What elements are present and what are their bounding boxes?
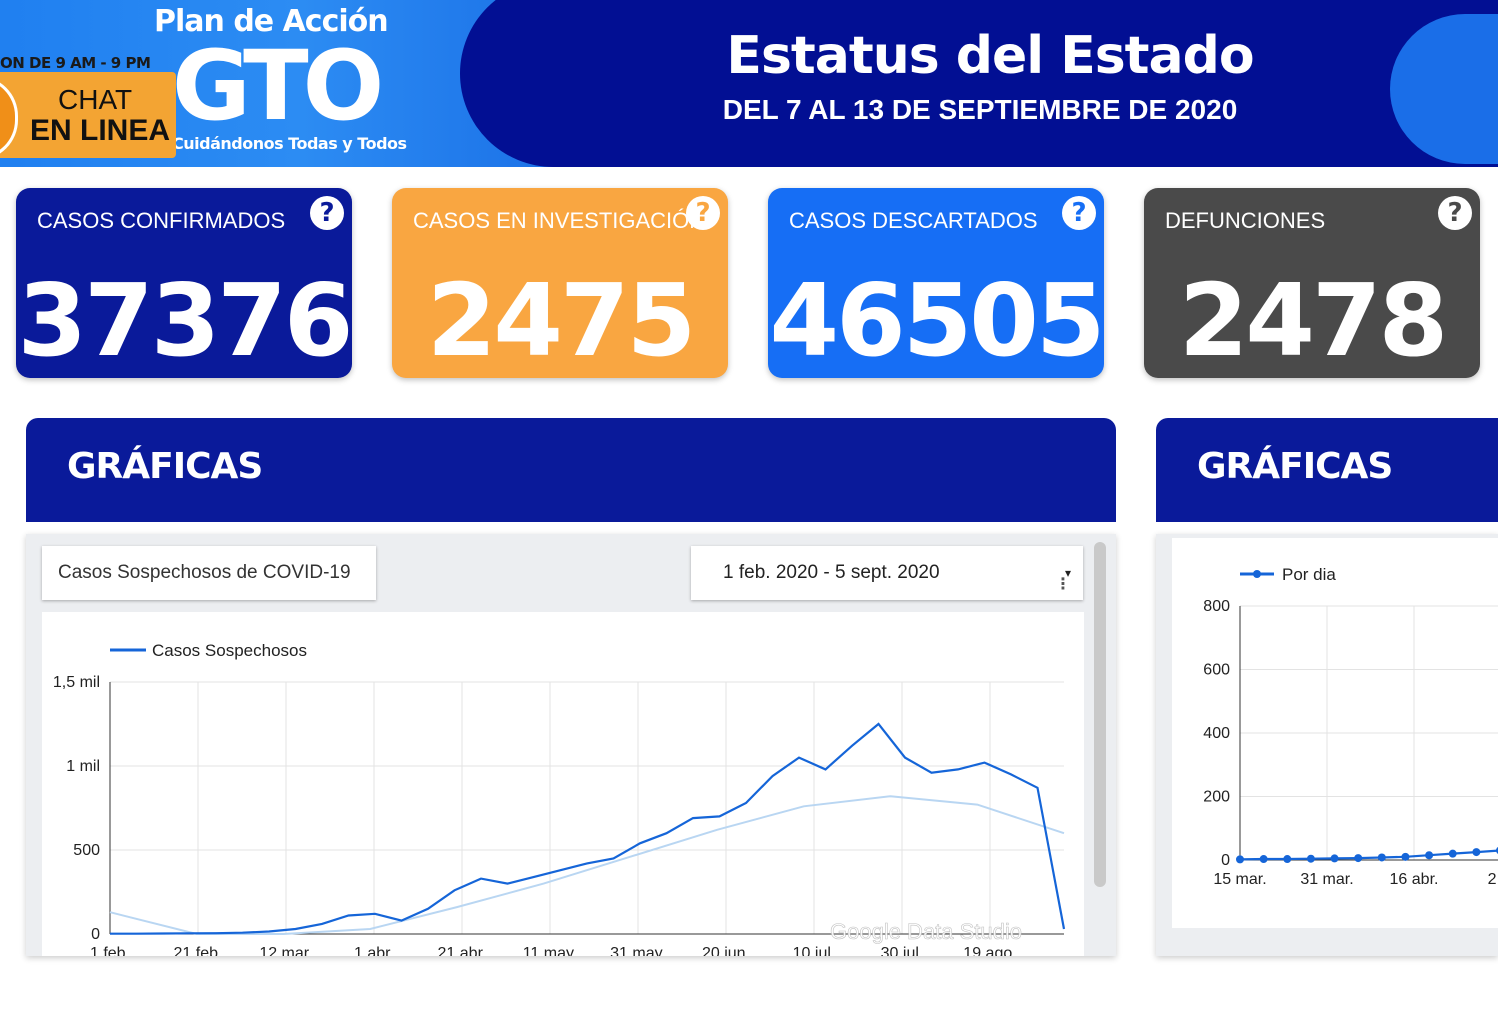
chart-panel-2: Por dia 0 200 400 600 800 15 mar. 31 mar. 16 abr… — [1156, 534, 1498, 956]
legend-label: Por dia — [1282, 565, 1336, 584]
title-band — [460, 0, 1498, 167]
more-options-icon[interactable]: ⋮ — [1055, 574, 1071, 593]
help-icon[interactable]: ? — [686, 196, 720, 230]
chevron-down-icon[interactable]: ▾ — [1064, 566, 1071, 580]
chart-area: Casos Sospechosos 0 500 1 mil 1,5 mil 1 feb. 2… — [42, 612, 1084, 956]
data-point — [1330, 854, 1339, 863]
x-tick-label: 31 may. — [610, 945, 666, 956]
chat-online-button[interactable] — [0, 72, 176, 158]
data-point — [1472, 848, 1481, 857]
card-label: DEFUNCIONES — [1165, 208, 1326, 233]
legend-label: Casos Sospechosos — [152, 641, 307, 660]
scrollbar[interactable] — [1094, 542, 1106, 887]
y-tick-label: 400 — [1203, 725, 1230, 742]
help-icon[interactable]: ? — [1062, 196, 1096, 230]
x-tick-label: 1 abr. — [354, 945, 394, 956]
x-tick-label: 31 mar. — [1300, 871, 1353, 888]
chat-label-line2[interactable]: EN LINEA — [30, 114, 171, 147]
trend-line — [109, 795, 1065, 935]
data-point — [1448, 849, 1457, 858]
data-point — [1377, 853, 1386, 862]
section-header-graficas-2: GRÁFICAS — [1156, 418, 1498, 522]
card-confirmed-cases: CASOS CONFIRMADOS ? 37376 — [16, 188, 352, 378]
card-value: 2475 — [426, 262, 696, 378]
chart-panel: Casos Sospechosos de COVID-19 1 feb. 202… — [26, 534, 1116, 956]
y-tick-label: 1,5 mil — [53, 674, 100, 691]
data-point — [1236, 855, 1244, 864]
x-tick-label: 30 jul. — [881, 945, 924, 956]
y-tick-label: 800 — [1203, 598, 1230, 615]
series-line — [1239, 849, 1498, 861]
watermark: Google Data Studio — [830, 919, 1022, 944]
card-deaths: DEFUNCIONES ? 2478 — [1144, 188, 1480, 378]
card-investigation-cases: CASOS EN INVESTIGACIÓN ? 2475 — [392, 188, 728, 378]
card-label: CASOS DESCARTADOS — [789, 208, 1038, 233]
suspected-cases-chart: Casos Sospechosos 0 500 1 mil 1,5 mil 1 feb. 2… — [53, 641, 1066, 956]
page-title: Estatus del Estado — [726, 26, 1254, 86]
x-tick-label: 2 m — [1488, 871, 1498, 888]
gto-logo: GTO — [172, 30, 384, 142]
daily-cases-chart: Por dia 0 200 400 600 800 15 mar. 31 mar. 16 abr… — [1203, 565, 1498, 888]
y-tick-label: 500 — [73, 842, 100, 859]
card-label: CASOS EN INVESTIGACIÓN — [413, 208, 706, 233]
y-tick-label: 0 — [91, 926, 100, 943]
chat-hours: ON DE 9 AM - 9 PM — [0, 54, 151, 72]
card-discarded-cases: CASOS DESCARTADOS ? 46505 — [768, 188, 1104, 378]
x-tick-label: 10 jul. — [793, 945, 836, 956]
page-subtitle: DEL 7 AL 13 DE SEPTIEMBRE DE 2020 — [722, 94, 1238, 125]
card-value: 46505 — [769, 262, 1104, 378]
x-tick-label: 19 ago. — [963, 945, 1016, 956]
chart-area-2: Por dia 0 200 400 600 800 15 mar. 31 mar. 16 abr… — [1172, 538, 1498, 928]
data-point — [1259, 855, 1268, 864]
date-range-picker[interactable]: 1 feb. 2020 - 5 sept. 2020 ▾ ⋮ — [691, 546, 1083, 600]
chat-label-line1[interactable]: CHAT — [58, 84, 133, 115]
y-tick-label: 600 — [1203, 662, 1230, 679]
data-point — [1425, 851, 1434, 860]
section-title: GRÁFICAS — [67, 446, 263, 487]
chart-selector[interactable]: Casos Sospechosos de COVID-19 — [42, 546, 376, 600]
chart-selector-label: Casos Sospechosos de COVID-19 — [58, 562, 351, 583]
section-header-graficas: GRÁFICAS — [26, 418, 1116, 522]
brand-line: Plan de Acción — [154, 4, 389, 39]
x-tick-label: 16 abr. — [1390, 871, 1439, 888]
x-tick-label: 11 may. — [523, 945, 578, 956]
card-value: 37376 — [17, 262, 352, 378]
header-banner: Plan de Acción GTO Cuidándonos Todas y T… — [0, 0, 1498, 167]
x-tick-label: 1 feb. — [90, 945, 130, 956]
x-tick-label: 21 feb. — [174, 945, 223, 956]
help-icon[interactable]: ? — [310, 196, 344, 230]
series-line — [110, 722, 1066, 935]
card-value: 2478 — [1178, 262, 1448, 378]
section-title: GRÁFICAS — [1197, 446, 1393, 487]
x-tick-label: 15 mar. — [1213, 871, 1266, 888]
card-label: CASOS CONFIRMADOS — [37, 208, 286, 233]
legend-marker — [1253, 570, 1261, 578]
data-point — [1283, 855, 1292, 864]
data-point — [1306, 854, 1315, 863]
data-point — [1401, 852, 1410, 861]
x-tick-label: 20 jun. — [702, 945, 750, 956]
brand-tagline: Cuidándonos Todas y Todos — [172, 134, 407, 153]
x-tick-label: 12 mar. — [259, 945, 312, 956]
x-tick-label: 21 abr. — [438, 945, 487, 956]
y-tick-label: 1 mil — [66, 758, 100, 775]
data-point — [1354, 854, 1363, 863]
help-icon[interactable]: ? — [1438, 196, 1472, 230]
y-tick-label: 200 — [1203, 789, 1230, 806]
date-range-label: 1 feb. 2020 - 5 sept. 2020 — [723, 562, 940, 583]
y-tick-label: 0 — [1221, 852, 1230, 869]
